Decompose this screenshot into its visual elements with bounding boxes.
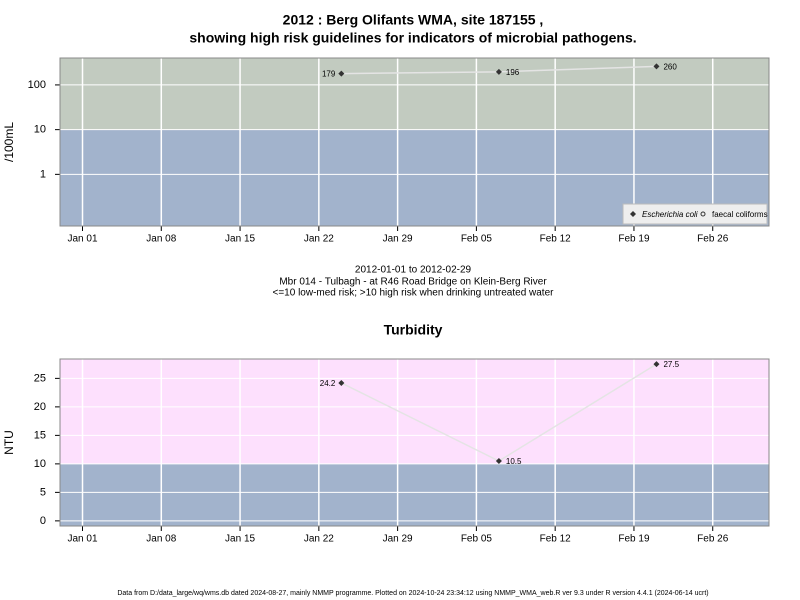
- x-tick-label: Jan 15: [225, 534, 255, 545]
- x-tick-label: Feb 26: [697, 534, 729, 545]
- data-point: [653, 361, 660, 368]
- band-below: [60, 463, 769, 526]
- x-tick-label: Feb 12: [540, 534, 572, 545]
- x-tick-label: Jan 01: [67, 234, 97, 245]
- x-tick-label: Feb 19: [618, 234, 650, 245]
- x-tick-label: Feb 12: [540, 234, 572, 245]
- data-point: [495, 458, 502, 465]
- y-tick-label: 10: [34, 124, 46, 136]
- subtitle: 2012-01-01 to 2012-02-29: [355, 265, 472, 276]
- subtitle: <=10 low-med risk; >10 high risk when dr…: [273, 288, 555, 299]
- x-tick-label: Feb 05: [461, 534, 493, 545]
- plot-frame: [59, 57, 770, 227]
- x-tick-label: Jan 22: [304, 234, 334, 245]
- data-point: [338, 70, 345, 77]
- chart-title: Turbidity: [384, 322, 443, 338]
- x-tick-label: Jan 08: [146, 234, 176, 245]
- data-point: [338, 379, 345, 386]
- x-tick-label: Jan 01: [67, 534, 97, 545]
- y-axis-label: NTU: [2, 430, 16, 455]
- band-above: [60, 359, 769, 464]
- y-tick-label: 0: [40, 515, 46, 527]
- y-tick-label: 25: [34, 372, 46, 384]
- legend-label: Escherichia coli: [642, 210, 698, 219]
- x-tick-label: Feb 05: [461, 234, 493, 245]
- plot-frame: [59, 358, 770, 527]
- data-point: [495, 68, 502, 75]
- y-tick-label: 100: [28, 79, 46, 91]
- y-tick-label: 5: [40, 486, 46, 498]
- data-label: 260: [663, 62, 677, 71]
- subtitle: Mbr 014 - Tulbagh - at R46 Road Bridge o…: [279, 277, 547, 288]
- y-tick-label: 20: [34, 401, 46, 413]
- legend-label: faecal coliforms: [712, 210, 768, 219]
- data-label: 24.2: [320, 379, 336, 388]
- y-tick-label: 15: [34, 429, 46, 441]
- chart-title: showing high risk guidelines for indicat…: [189, 30, 636, 46]
- x-tick-label: Feb 19: [618, 534, 650, 545]
- y-axis-label: /100mL: [2, 122, 16, 162]
- band-above: [60, 58, 769, 130]
- data-point: [653, 63, 660, 70]
- legend-marker: [700, 211, 706, 217]
- x-tick-label: Jan 15: [225, 234, 255, 245]
- data-label: 10.5: [506, 457, 522, 466]
- x-tick-label: Feb 26: [697, 234, 729, 245]
- x-tick-label: Jan 29: [383, 534, 413, 545]
- legend-marker: [630, 211, 636, 217]
- data-label: 179: [322, 70, 336, 79]
- x-tick-label: Jan 22: [304, 534, 334, 545]
- data-label: 27.5: [663, 360, 679, 369]
- footer: Data from D:/data_large/wq/wms.db dated …: [117, 590, 708, 597]
- legend-box: [622, 203, 768, 225]
- x-tick-label: Jan 29: [383, 234, 413, 245]
- y-tick-label: 10: [34, 458, 46, 470]
- chart-title: 2012 : Berg Olifants WMA, site 187155 ,: [283, 12, 544, 28]
- data-label: 196: [506, 68, 520, 77]
- x-tick-label: Jan 08: [146, 534, 176, 545]
- y-tick-label: 1: [40, 168, 46, 180]
